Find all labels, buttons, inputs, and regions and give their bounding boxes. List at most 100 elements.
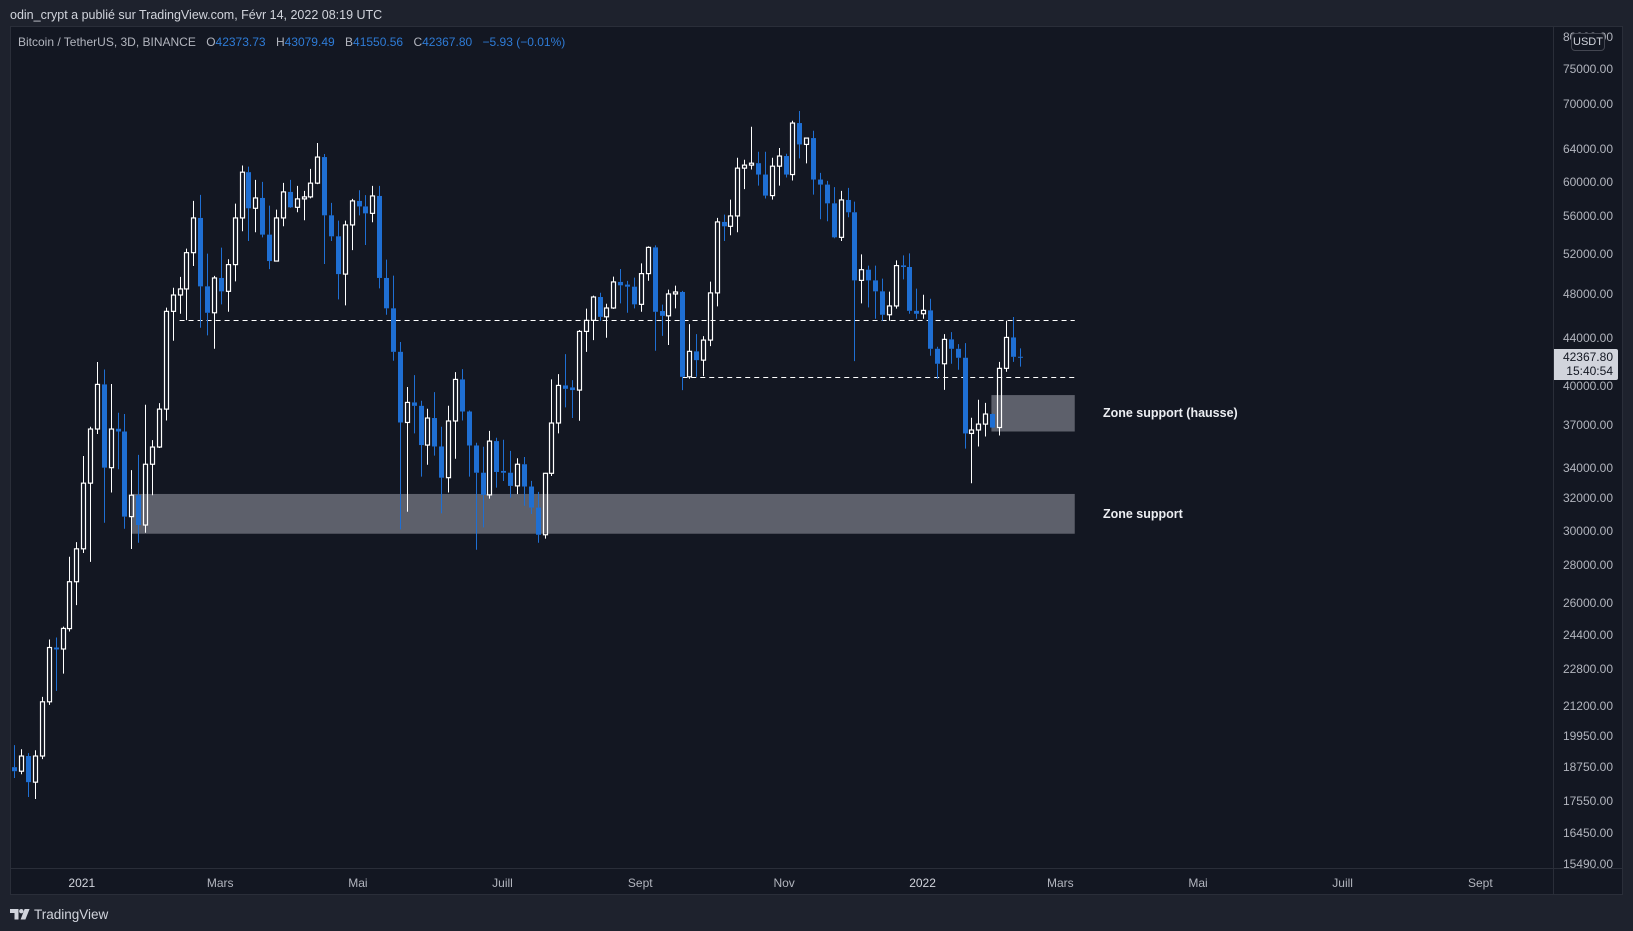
candle-up — [734, 157, 741, 233]
candle-up — [424, 408, 431, 465]
candle-down — [116, 412, 121, 470]
zone-support-hausse-label[interactable]: Zone support (hausse) — [1102, 406, 1238, 421]
candle-down — [419, 400, 424, 477]
candle-down — [322, 154, 327, 265]
candle-down — [136, 454, 141, 543]
candle-down — [219, 247, 224, 305]
price-axis[interactable]: 80000.0075000.0070000.0064000.0060000.00… — [1553, 26, 1623, 868]
time-axis-label: Juill — [492, 876, 513, 890]
candle-up — [128, 470, 135, 549]
candle-up — [700, 336, 707, 377]
candle-up — [156, 403, 163, 449]
candle-down — [329, 202, 334, 242]
candle-down — [363, 195, 368, 245]
support-zone-rect[interactable] — [991, 395, 1075, 432]
price-axis-label: 40000.00 — [1562, 378, 1613, 393]
candle-down — [832, 187, 837, 239]
time-axis-label: Mai — [348, 876, 368, 890]
currency-badge[interactable]: USDT — [1571, 33, 1605, 51]
candle-down — [1018, 348, 1023, 367]
candle-up — [314, 143, 321, 185]
candle-down — [54, 637, 59, 691]
candle-down — [122, 414, 127, 529]
candle-down — [907, 253, 912, 314]
candle-down — [501, 439, 506, 482]
price-axis-label: 16450.00 — [1562, 826, 1613, 841]
price-axis-label: 44000.00 — [1562, 330, 1613, 345]
price-axis-label: 24400.00 — [1562, 627, 1613, 642]
symbol-title[interactable]: Bitcoin / TetherUS, 3D, BINANCE — [18, 35, 196, 49]
price-axis-label: 19950.00 — [1562, 729, 1613, 744]
candle-down — [26, 753, 31, 798]
candle-down — [811, 130, 816, 195]
price-axis-label: 22800.00 — [1562, 661, 1613, 676]
candle-down — [336, 220, 341, 300]
zone-support-label[interactable]: Zone support — [1102, 506, 1183, 521]
candle-down — [467, 410, 472, 477]
candle-down — [494, 437, 499, 488]
candle-up — [60, 626, 67, 674]
candle-down — [432, 392, 437, 456]
price-axis-label: 64000.00 — [1562, 142, 1613, 157]
candle-up — [727, 199, 734, 236]
candle-up — [893, 260, 900, 309]
candle-down — [722, 214, 727, 242]
candle-down — [797, 110, 802, 159]
tradingview-logo-icon[interactable] — [10, 908, 30, 920]
candle-up — [252, 179, 259, 233]
candle-up — [941, 334, 948, 390]
time-axis[interactable]: 2021 Mars Mai Juill Sept Nov 2022 Mars Mai Juill S… — [10, 868, 1553, 895]
candle-up — [838, 190, 845, 242]
candle-down — [508, 450, 513, 498]
candle-down — [412, 375, 417, 434]
candle-down — [198, 194, 203, 328]
support-zone-rect[interactable] — [131, 493, 1075, 534]
candle-up — [170, 287, 177, 341]
candle-down — [384, 259, 389, 315]
candle-down — [825, 180, 830, 222]
candle-up — [225, 259, 232, 312]
axis-corner — [1553, 868, 1623, 895]
candle-up — [707, 281, 714, 347]
candle-up — [645, 246, 652, 281]
candle-up — [369, 185, 376, 223]
candles — [12, 110, 1023, 800]
high-label: H — [275, 35, 285, 49]
footer: TradingView — [10, 905, 108, 923]
candle-down — [288, 179, 293, 208]
candle-up — [638, 263, 645, 312]
candle-up — [280, 182, 287, 227]
candle-up — [1003, 320, 1010, 372]
candle-up — [46, 639, 53, 705]
candlestick-chart[interactable] — [10, 26, 1553, 868]
candle-down — [529, 480, 534, 515]
price-axis-label: 52000.00 — [1562, 246, 1613, 261]
time-axis-label: Nov — [773, 876, 795, 890]
candle-down — [625, 280, 630, 313]
candle-down — [963, 343, 968, 449]
chart-plot-area[interactable]: Bitcoin / TetherUS, 3D, BINANCE O42373.7… — [10, 26, 1553, 868]
candle-down — [391, 275, 396, 361]
candle-up — [239, 165, 246, 232]
price-change: −5.93 (−0.01%) — [482, 35, 566, 49]
candle-up — [66, 556, 73, 632]
candle-down — [398, 342, 403, 530]
price-axis-label: 15490.00 — [1562, 856, 1613, 868]
candle-up — [576, 330, 583, 421]
candle-up — [769, 157, 776, 200]
candle-down — [880, 278, 885, 321]
candle-down — [901, 255, 906, 280]
candle-up — [73, 542, 80, 606]
candle-up — [714, 217, 721, 307]
candle-down — [949, 332, 954, 364]
price-axis-label: 32000.00 — [1562, 491, 1613, 506]
tradingview-brand[interactable]: TradingView — [34, 906, 109, 922]
candle-down — [763, 151, 768, 199]
candle-down — [990, 413, 995, 428]
candle-up — [982, 402, 989, 437]
candle-down — [653, 245, 658, 351]
candle-up — [294, 185, 301, 213]
candle-down — [474, 442, 479, 550]
candle-down — [818, 172, 823, 220]
candle-down — [102, 369, 107, 523]
